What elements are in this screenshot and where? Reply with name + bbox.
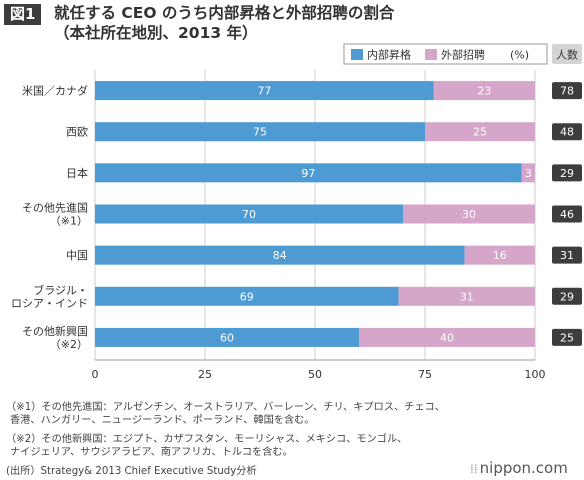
bar-label-internal: 75 bbox=[253, 126, 267, 139]
chart-title: 就任する CEO のうち内部昇格と外部招聘の割合 bbox=[54, 4, 395, 22]
bar-label-external: 23 bbox=[477, 85, 491, 98]
bar-internal bbox=[95, 204, 403, 224]
legend-label-internal: 内部昇格 bbox=[367, 48, 411, 62]
bar-internal bbox=[95, 122, 425, 142]
chart-subtitle: （本社所在地別、2013 年） bbox=[54, 24, 258, 42]
bar-external bbox=[403, 204, 535, 224]
bar-external bbox=[359, 327, 535, 347]
x-tick-label: 75 bbox=[418, 368, 432, 381]
logo-dots-icon: ⁞⁞ bbox=[470, 462, 478, 476]
bar-label-internal: 77 bbox=[257, 85, 271, 98]
footnotes: （※1）その他先進国：アルゼンチン、オーストラリア、バーレーン、チリ、キプロス、… bbox=[6, 402, 445, 479]
bar-label-internal: 97 bbox=[301, 167, 315, 180]
source-note: (出所）Strategy& 2013 Chief Executive Study… bbox=[6, 466, 257, 477]
bar-internal bbox=[95, 163, 522, 183]
legend-swatch-internal bbox=[351, 49, 363, 60]
count-header: 人数 bbox=[552, 44, 582, 64]
bars: 77 23 75 25 97 3 70 30 84 16 69 31 60 40 bbox=[95, 81, 535, 347]
count-value: 29 bbox=[560, 290, 574, 303]
bar-label-external: 30 bbox=[462, 208, 476, 221]
category-label: （※2） bbox=[50, 338, 88, 351]
category-label: その他新興国 bbox=[22, 324, 88, 338]
category-label: その他先進国 bbox=[22, 202, 88, 215]
count-value: 29 bbox=[560, 167, 574, 180]
stacked-bar-chart: 内部昇格 外部招聘 (%) 人数 77 23 75 25 97 3 70 30 84 16 69 31… bbox=[11, 43, 582, 381]
x-tick-label: 0 bbox=[92, 368, 99, 381]
bar-external bbox=[433, 81, 535, 101]
legend-box bbox=[343, 43, 548, 65]
bar-external bbox=[464, 245, 535, 265]
footnote-2-line-2: ナイジェリア、サウジアラビア、南アフリカ、トルコを含む。 bbox=[10, 446, 293, 458]
bar-internal bbox=[95, 245, 465, 265]
footnote-2-line-1: （※2）その他新興国：エジプト、カザフスタン、モーリシャス、メキシコ、モンゴル、 bbox=[6, 434, 408, 445]
bar-label-external: 25 bbox=[473, 126, 487, 139]
category-label: ロシア・インド bbox=[11, 297, 88, 310]
count-value: 31 bbox=[560, 249, 574, 262]
legend-swatch-external bbox=[425, 49, 437, 60]
bar-internal bbox=[95, 327, 359, 347]
footnote-1-line-1: （※1）その他先進国：アルゼンチン、オーストラリア、バーレーン、チリ、キプロス、… bbox=[6, 402, 445, 413]
bar-label-internal: 70 bbox=[242, 208, 256, 221]
category-label: ブラジル・ bbox=[33, 283, 88, 297]
bar-external bbox=[425, 122, 535, 142]
bar-label-internal: 84 bbox=[273, 249, 287, 262]
bar-label-external: 31 bbox=[460, 290, 474, 303]
count-badge bbox=[552, 328, 582, 346]
count-header-label: 人数 bbox=[556, 49, 578, 62]
x-axis-ticks: 0 25 50 75 100 bbox=[92, 368, 546, 381]
count-badge bbox=[552, 82, 582, 100]
category-label: 日本 bbox=[66, 166, 88, 180]
legend-label-external: 外部招聘 bbox=[441, 48, 485, 62]
legend-unit: (%) bbox=[510, 49, 529, 62]
count-badges: 78 48 29 46 31 29 25 bbox=[552, 82, 582, 346]
x-tick-label: 25 bbox=[198, 368, 212, 381]
count-value: 78 bbox=[560, 85, 574, 98]
count-value: 46 bbox=[560, 208, 574, 221]
bar-external bbox=[398, 286, 535, 306]
bar-label-internal: 60 bbox=[220, 331, 234, 344]
bar-internal bbox=[95, 81, 434, 101]
bar-label-external: 3 bbox=[525, 167, 532, 180]
category-label: 中国 bbox=[66, 249, 88, 262]
category-label: （※1） bbox=[50, 215, 88, 228]
nippon-logo: ⁞⁞ nippon.com bbox=[470, 459, 568, 477]
figure-number-badge: 図1 bbox=[4, 4, 42, 25]
count-badge bbox=[552, 123, 582, 141]
count-value: 48 bbox=[560, 126, 574, 139]
count-badge bbox=[552, 205, 582, 223]
bar-label-external: 16 bbox=[493, 249, 507, 262]
category-label: 米国／カナダ bbox=[22, 84, 88, 98]
legend: 内部昇格 外部招聘 (%) bbox=[343, 43, 548, 65]
count-badge bbox=[552, 164, 582, 182]
category-label: 西欧 bbox=[66, 126, 88, 139]
count-badge bbox=[552, 287, 582, 305]
bar-label-internal: 69 bbox=[240, 290, 254, 303]
footnote-1-line-2: 香港、ハンガリー、ニュージーランド、ポーランド、韓国を含む。 bbox=[10, 414, 315, 426]
bar-internal bbox=[95, 286, 399, 306]
bar-external bbox=[521, 163, 535, 183]
x-tick-label: 100 bbox=[525, 368, 546, 381]
logo-text: nippon.com bbox=[479, 459, 568, 477]
x-tick-label: 50 bbox=[308, 368, 322, 381]
count-header-bg bbox=[552, 44, 582, 64]
bar-label-external: 40 bbox=[440, 331, 454, 344]
count-badge bbox=[552, 246, 582, 264]
count-value: 25 bbox=[560, 331, 574, 344]
